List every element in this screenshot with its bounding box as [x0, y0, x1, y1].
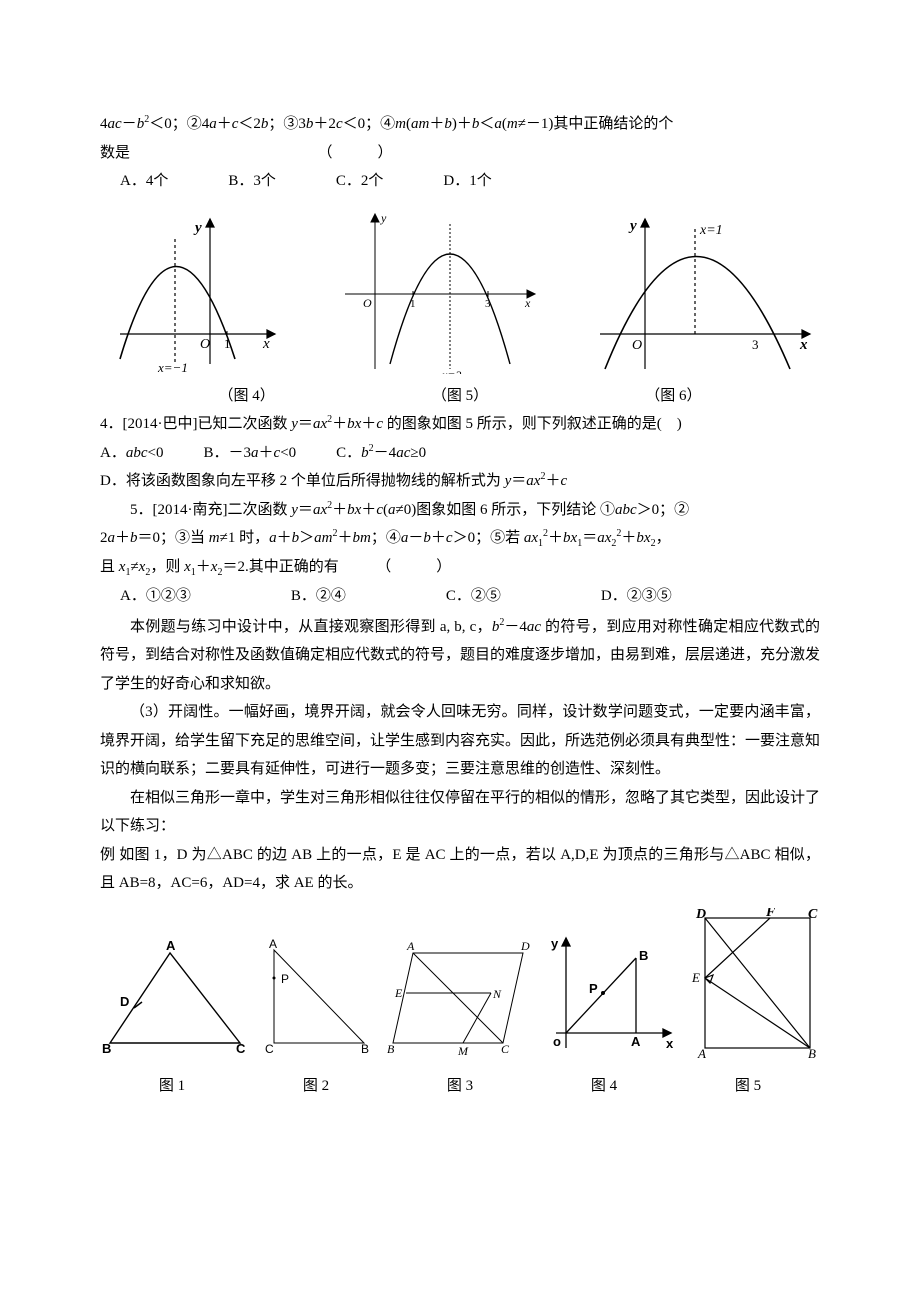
- bottom-captions: 图 1 图 2 图 3 图 4 图 5: [100, 1072, 820, 1101]
- bottom-fig5: A B C D E F: [690, 908, 820, 1058]
- q3-opt-c: C．2个: [336, 167, 384, 196]
- q5-opt-a: A．①②③: [120, 582, 191, 611]
- q4-opt-a: A．abc<0: [100, 439, 163, 468]
- svg-text:B: B: [102, 1041, 111, 1056]
- body-p2: （3）开阔性。一幅好画，境界开阔，就会令人回味无穷。同样，设计数学问题变式，一定…: [100, 698, 820, 784]
- svg-text:x: x: [666, 1036, 674, 1051]
- svg-text:B: B: [639, 948, 648, 963]
- body-p1: 本例题与练习中设计中，从直接观察图形得到 a, b, c，b2－4ac 的符号，…: [100, 613, 820, 699]
- fig6-x: x: [799, 337, 808, 353]
- caption-b4: 图 4: [532, 1072, 676, 1101]
- svg-text:N: N: [492, 987, 502, 1001]
- figure-5: O 1 3 x=2 x y: [335, 204, 545, 374]
- svg-text:D: D: [120, 994, 129, 1009]
- svg-text:B: B: [808, 1046, 816, 1058]
- svg-text:o: o: [553, 1034, 561, 1049]
- fig6-tick: 3: [752, 337, 759, 352]
- caption-b1: 图 1: [100, 1072, 244, 1101]
- caption-b3: 图 3: [388, 1072, 532, 1101]
- svg-text:A: A: [631, 1034, 641, 1049]
- bottom-fig3: A B C D E M N: [383, 938, 533, 1058]
- fig5-axis-label: x=2: [441, 368, 461, 374]
- q5-line1: 5．[2014·南充]二次函数 y＝ax2＋bx＋c(a≠0)图象如图 6 所示…: [100, 496, 820, 525]
- svg-text:A: A: [269, 938, 277, 951]
- figure-4: x=−1 O 1 x y: [100, 204, 290, 374]
- svg-text:M: M: [457, 1044, 469, 1058]
- svg-text:y: y: [551, 936, 559, 951]
- q3-opt-b: B．3个: [228, 167, 276, 196]
- q3-opt-a: A．4个: [120, 167, 168, 196]
- q4-opt-c: C．b2－4ac≥0: [336, 439, 426, 468]
- svg-text:C: C: [265, 1042, 274, 1056]
- top-figures-row: x=−1 O 1 x y O 1 3 x=2 x y O x=1 3: [100, 204, 820, 374]
- svg-text:C: C: [808, 908, 818, 922]
- q3-opt-d: D．1个: [443, 167, 491, 196]
- svg-text:O: O: [632, 338, 642, 353]
- bottom-figures-row: A B C D A B C P A B C D E M N: [100, 908, 820, 1058]
- svg-text:A: A: [697, 1046, 706, 1058]
- fig4-y: y: [193, 220, 202, 236]
- fig5-y: y: [380, 211, 387, 225]
- q4-opt-d: D．将该函数图象向左平移 2 个单位后所得抛物线的解析式为 y＝ax2＋c: [100, 467, 820, 496]
- q3-cond-line2: 数是 （ ）: [100, 139, 820, 168]
- q5-opt-b: B．②④: [291, 582, 346, 611]
- fig6-y: y: [628, 218, 637, 234]
- caption-b5: 图 5: [676, 1072, 820, 1101]
- q4-line1: 4．[2014·巴中]已知二次函数 y＝ax2＋bx＋c 的图象如图 5 所示，…: [100, 410, 820, 439]
- example-line: 例 如图 1，D 为△ABC 的边 AB 上的一点，E 是 AC 上的一点，若以…: [100, 841, 820, 898]
- bottom-fig4: o A B P x y: [541, 928, 681, 1058]
- caption-fig6: （图 6）: [567, 382, 780, 411]
- svg-text:E: E: [394, 986, 403, 1000]
- bottom-fig2: A B C P: [259, 938, 374, 1058]
- q3-options: A．4个 B．3个 C．2个 D．1个: [100, 167, 820, 196]
- svg-text:O: O: [363, 296, 372, 310]
- svg-text:C: C: [236, 1041, 246, 1056]
- svg-text:E: E: [691, 970, 700, 985]
- caption-fig5: （图 5）: [353, 382, 566, 411]
- q5-opt-d: D．②③⑤: [601, 582, 672, 611]
- svg-text:C: C: [501, 1042, 510, 1056]
- svg-text:O: O: [200, 337, 210, 352]
- caption-b2: 图 2: [244, 1072, 388, 1101]
- q3-cond-line1: 4ac－b2＜0；②4a＋c＜2b；③3b＋2c＜0；④m(am＋b)＋b＜a(…: [100, 110, 820, 139]
- q5-line3: 且 x1≠x2，则 x1＋x2＝2.其中正确的有 （ ）: [100, 553, 820, 582]
- fig5-x: x: [524, 296, 531, 310]
- fig4-x: x: [262, 336, 270, 352]
- fig6-axis-label: x=1: [699, 223, 723, 238]
- q4-opt-b: B．－3a＋c<0: [203, 439, 296, 468]
- body-p3: 在相似三角形一章中，学生对三角形相似往往仅停留在平行的相似的情形，忽略了其它类型…: [100, 784, 820, 841]
- svg-text:A: A: [406, 939, 415, 953]
- q5-opt-c: C．②⑤: [446, 582, 501, 611]
- q4-options: A．abc<0 B．－3a＋c<0 C．b2－4ac≥0: [100, 439, 820, 468]
- svg-text:F: F: [765, 908, 776, 920]
- svg-text:A: A: [166, 938, 176, 953]
- q5-line2: 2a＋b＝0；③当 m≠1 时，a＋b＞am2＋bm；④a－b＋c＞0；⑤若 a…: [100, 524, 820, 553]
- svg-text:P: P: [589, 981, 598, 996]
- svg-text:B: B: [361, 1042, 369, 1056]
- svg-text:B: B: [387, 1042, 395, 1056]
- caption-fig4: （图 4）: [140, 382, 353, 411]
- q5-options: A．①②③ B．②④ C．②⑤ D．②③⑤: [100, 582, 820, 611]
- top-fig-captions: （图 4） （图 5） （图 6）: [100, 382, 820, 411]
- bottom-fig1: A B C D: [100, 938, 250, 1058]
- svg-text:D: D: [520, 939, 530, 953]
- fig4-tick: 1: [224, 336, 231, 351]
- figure-6: O x=1 3 x y: [590, 204, 820, 374]
- svg-text:D: D: [695, 908, 706, 922]
- svg-text:P: P: [281, 972, 289, 986]
- fig5-tick1: 1: [410, 298, 416, 310]
- fig5-tick3: 3: [485, 298, 491, 310]
- fig4-axis-label: x=−1: [157, 360, 188, 374]
